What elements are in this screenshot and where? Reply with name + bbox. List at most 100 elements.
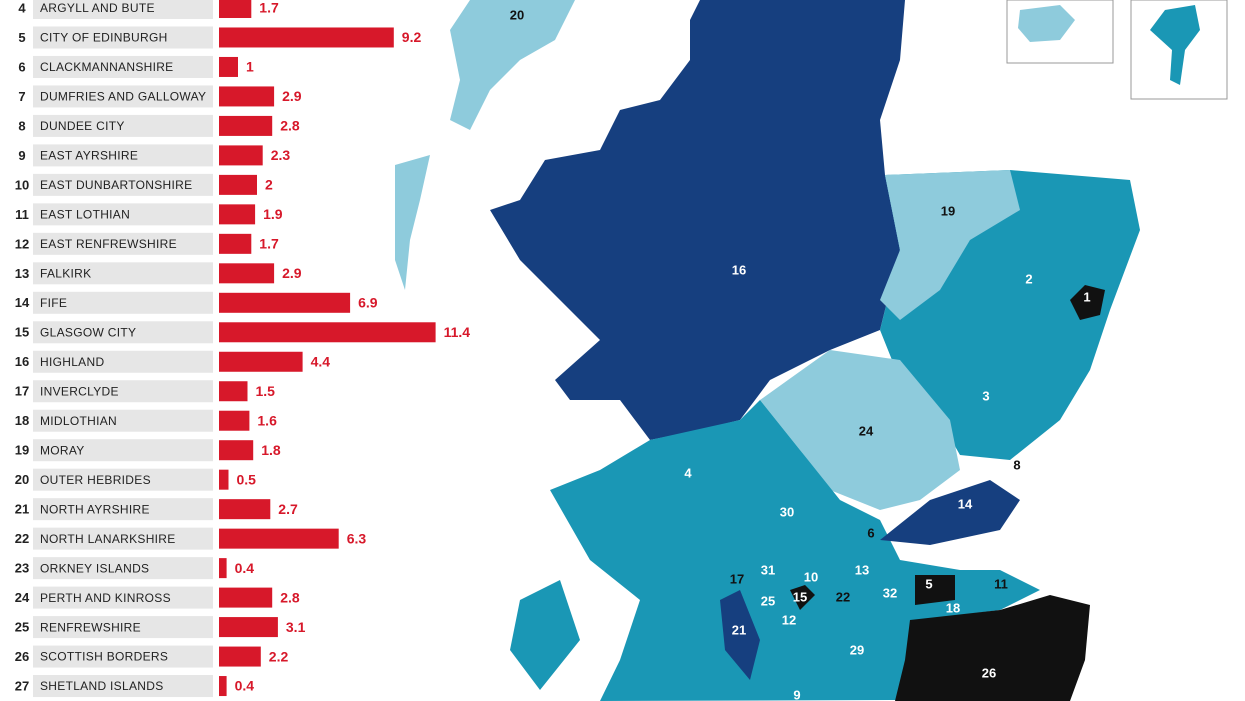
row-number: 12 <box>15 236 29 251</box>
row-number: 27 <box>15 678 29 693</box>
map-region <box>790 285 1105 701</box>
map-label: 6 <box>867 525 874 540</box>
map-label: 32 <box>883 585 897 600</box>
row-number: 8 <box>18 118 25 133</box>
category-label: SHETLAND ISLANDS <box>40 679 164 693</box>
label-box <box>33 26 213 49</box>
map-label: 9 <box>793 687 800 701</box>
row-number: 4 <box>18 0 26 15</box>
map-region <box>490 0 905 440</box>
label-box <box>33 527 213 550</box>
row-number: 7 <box>18 89 25 104</box>
value-label: 1.7 <box>259 0 279 16</box>
bar <box>219 322 436 343</box>
inset-orkney <box>1018 5 1075 42</box>
map-label: 22 <box>836 589 850 604</box>
value-label: 6.3 <box>347 530 367 546</box>
map-label: 12 <box>782 612 796 627</box>
value-label: 2.9 <box>282 265 302 281</box>
bar <box>219 233 252 254</box>
label-box <box>33 645 213 668</box>
value-label: 1.7 <box>259 236 279 252</box>
row-number: 20 <box>15 472 29 487</box>
row-number: 6 <box>18 59 25 74</box>
map-region <box>395 0 575 290</box>
row-number: 24 <box>15 590 30 605</box>
row-number: 10 <box>15 177 29 192</box>
value-label: 6.9 <box>358 295 378 311</box>
label-box <box>33 114 213 137</box>
row-number: 23 <box>15 561 29 576</box>
map-label: 19 <box>941 203 955 218</box>
label-box <box>33 291 213 314</box>
category-label: HIGHLAND <box>40 355 104 369</box>
value-label: 1.8 <box>261 442 281 458</box>
bar <box>219 56 238 77</box>
map-label: 21 <box>732 622 746 637</box>
map-label: 30 <box>780 504 794 519</box>
label-box <box>33 232 213 255</box>
value-label: 11.4 <box>444 324 471 340</box>
row-number: 11 <box>15 207 29 222</box>
map-label: 17 <box>730 571 744 586</box>
label-box <box>33 262 213 285</box>
row-number: 18 <box>15 413 29 428</box>
row-number: 19 <box>15 443 29 458</box>
value-label: 4.4 <box>311 353 331 369</box>
label-box <box>33 439 213 462</box>
label-box <box>33 144 213 167</box>
category-label: DUMFRIES AND GALLOWAY <box>40 90 206 104</box>
category-label: ARGYLL AND BUTE <box>40 1 155 15</box>
row-number: 13 <box>15 266 29 281</box>
label-box <box>33 498 213 521</box>
label-box <box>33 468 213 491</box>
bar <box>219 558 227 579</box>
category-label: EAST LOTHIAN <box>40 208 130 222</box>
value-label: 3.1 <box>286 619 306 635</box>
map-label: 29 <box>850 642 864 657</box>
map-region <box>510 400 1040 701</box>
map <box>395 0 1228 701</box>
value-label: 2.8 <box>280 589 300 605</box>
row-number: 22 <box>15 531 29 546</box>
map-label: 20 <box>510 7 524 22</box>
map-label: 11 <box>994 576 1008 591</box>
category-label: OUTER HEBRIDES <box>40 473 151 487</box>
category-label: PERTH AND KINROSS <box>40 591 171 605</box>
label-box <box>33 675 213 698</box>
map-label: 15 <box>793 589 807 604</box>
map-label: 3 <box>982 388 989 403</box>
category-label: ORKNEY ISLANDS <box>40 561 149 575</box>
value-label: 2.7 <box>278 501 298 517</box>
label-box <box>33 173 213 196</box>
value-label: 2.2 <box>269 648 289 664</box>
bar <box>219 440 254 461</box>
category-label: NORTH LANARKSHIRE <box>40 532 176 546</box>
bar <box>219 676 227 697</box>
label-box <box>33 586 213 609</box>
category-label: RENFREWSHIRE <box>40 620 141 634</box>
label-box <box>33 203 213 226</box>
value-label: 2.8 <box>280 118 300 134</box>
value-label: 9.2 <box>402 29 422 45</box>
category-label: EAST RENFREWSHIRE <box>40 237 177 251</box>
row-number: 5 <box>18 30 25 45</box>
map-label: 25 <box>761 593 775 608</box>
map-label: 10 <box>804 569 818 584</box>
category-label: FIFE <box>40 296 67 310</box>
value-label: 1 <box>246 59 254 75</box>
row-number: 26 <box>15 649 29 664</box>
bar <box>219 587 273 608</box>
bar <box>219 351 303 372</box>
bar <box>219 115 273 136</box>
map-label: 14 <box>958 496 973 511</box>
bar <box>219 381 248 402</box>
inset-frame <box>1130 0 1228 100</box>
bar <box>219 27 394 48</box>
map-label: 8 <box>1013 457 1020 472</box>
label-box <box>33 616 213 639</box>
bar <box>219 292 351 313</box>
row-number: 25 <box>15 620 29 635</box>
value-label: 1.9 <box>263 206 283 222</box>
